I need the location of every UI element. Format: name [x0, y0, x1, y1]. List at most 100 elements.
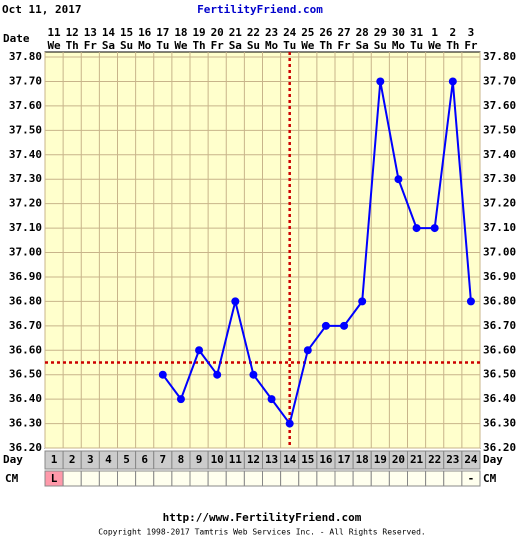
date-label: 21: [229, 26, 243, 39]
cm-cell: [443, 470, 463, 487]
date-label: 16: [138, 26, 152, 39]
day-number: 20: [392, 453, 405, 466]
day-number: 16: [319, 453, 333, 466]
y-tick-label-right: 37.70: [483, 74, 516, 87]
cm-cell: [370, 470, 390, 487]
date-label: 19: [192, 26, 205, 39]
temperature-point: [285, 419, 294, 428]
day-number: 3: [87, 453, 94, 466]
weekday-label: Fr: [464, 39, 478, 52]
date-label: 15: [120, 26, 133, 39]
date-label: 13: [84, 26, 97, 39]
temperature-point: [340, 321, 349, 330]
y-tick-label-right: 36.90: [483, 270, 516, 283]
weekday-label: We: [428, 39, 442, 52]
weekday-label: Th: [319, 39, 332, 52]
cm-cell: [425, 470, 445, 487]
date-label: 3: [468, 26, 475, 39]
weekday-label: Sa: [229, 39, 242, 52]
cm-cell: [352, 470, 372, 487]
y-tick-label: 37.10: [9, 221, 42, 234]
cm-cell: [189, 470, 209, 487]
date-label: 2: [450, 26, 457, 39]
temperature-point: [448, 77, 457, 86]
day-number: 7: [160, 453, 167, 466]
y-tick-label-right: 37.40: [483, 148, 516, 161]
y-tick-label-right: 37.20: [483, 197, 516, 210]
day-number: 1: [51, 453, 58, 466]
y-tick-label: 36.20: [9, 441, 42, 454]
date-label: 25: [301, 26, 314, 39]
y-tick-label-right: 37.30: [483, 172, 516, 185]
date-label: 28: [356, 26, 369, 39]
temperature-point: [158, 370, 167, 379]
weekday-label: Th: [446, 39, 459, 52]
weekday-label: We: [174, 39, 188, 52]
y-tick-label: 36.40: [9, 392, 42, 405]
weekday-label: We: [47, 39, 61, 52]
y-tick-label: 36.80: [9, 294, 42, 307]
y-tick-label: 36.90: [9, 270, 42, 283]
day-number: 8: [178, 453, 185, 466]
day-number: 24: [464, 453, 478, 466]
cm-cell: [117, 470, 137, 487]
day-number: 15: [301, 453, 314, 466]
weekday-label: Su: [374, 39, 387, 52]
weekday-label: Mo: [138, 39, 152, 52]
cm-cell: [225, 470, 245, 487]
y-tick-label: 36.70: [9, 319, 42, 332]
y-tick-label: 36.60: [9, 343, 42, 356]
cm-cell: [316, 470, 336, 487]
date-label: 12: [66, 26, 79, 39]
date-label: 30: [392, 26, 405, 39]
y-tick-label: 37.60: [9, 99, 42, 112]
y-tick-label: 36.30: [9, 417, 42, 430]
weekday-label: Tu: [283, 39, 296, 52]
date-label: 23: [265, 26, 278, 39]
y-tick-label-right: 36.80: [483, 294, 516, 307]
cm-label: CM: [5, 472, 19, 485]
day-number: 23: [446, 453, 459, 466]
day-label-right: Day: [483, 453, 503, 466]
temperature-point: [376, 77, 385, 86]
footer-url: http://www.FertilityFriend.com: [163, 511, 362, 524]
y-tick-label-right: 36.70: [483, 319, 516, 332]
cm-cell: [62, 470, 82, 487]
temperature-point: [430, 224, 439, 233]
cm-cell: [80, 470, 100, 487]
y-tick-label: 37.70: [9, 74, 42, 87]
temperature-point: [213, 370, 222, 379]
day-number: 21: [410, 453, 424, 466]
y-tick-label-right: 37.00: [483, 246, 516, 259]
cm-cell: [461, 470, 481, 487]
cm-label-right: CM: [483, 472, 497, 485]
cm-cell: [407, 470, 427, 487]
weekday-label: Su: [247, 39, 260, 52]
temperature-point: [466, 297, 475, 306]
day-label: Day: [3, 453, 23, 466]
y-tick-label-right: 37.50: [483, 123, 516, 136]
date-label: 24: [283, 26, 297, 39]
weekday-label: Th: [66, 39, 79, 52]
temperature-point: [231, 297, 240, 306]
y-tick-label: 37.00: [9, 246, 42, 259]
weekday-label: Su: [120, 39, 133, 52]
weekday-label: Tu: [156, 39, 169, 52]
day-number: 2: [69, 453, 76, 466]
cm-cell: [153, 470, 173, 487]
date-label: 1: [431, 26, 438, 39]
date-label: 22: [247, 26, 260, 39]
day-number: 11: [229, 453, 243, 466]
cm-cell: [135, 470, 155, 487]
y-tick-label: 37.40: [9, 148, 42, 161]
weekday-label: We: [301, 39, 315, 52]
cm-cell: [98, 470, 118, 487]
y-tick-label-right: 36.60: [483, 343, 516, 356]
y-tick-label-right: 36.50: [483, 368, 516, 381]
temperature-point: [321, 321, 330, 330]
cm-cell: [243, 470, 263, 487]
weekday-label: Sa: [356, 39, 369, 52]
temperature-point: [303, 346, 312, 355]
day-number: 18: [356, 453, 369, 466]
